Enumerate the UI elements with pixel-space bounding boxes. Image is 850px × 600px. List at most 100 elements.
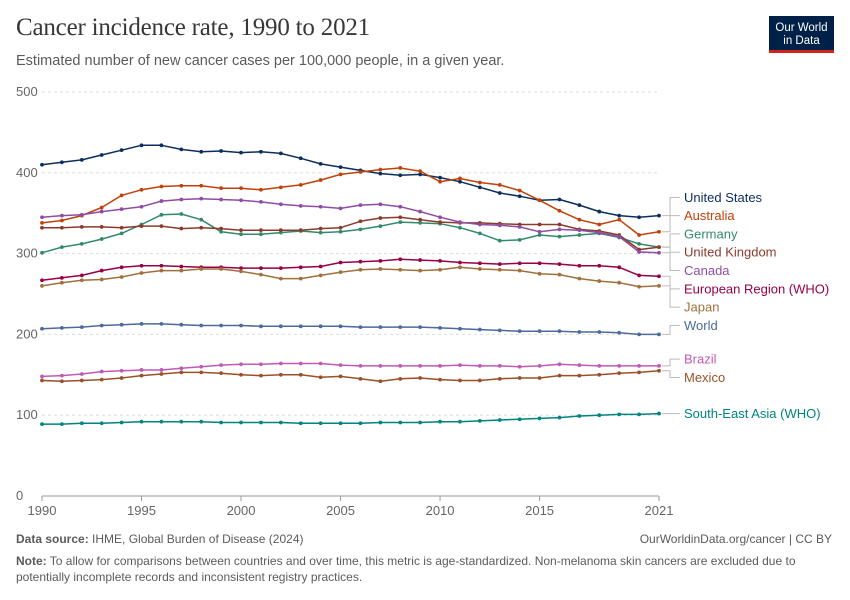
data-point: [278, 202, 283, 207]
data-point: [259, 199, 263, 204]
data-point: [139, 271, 144, 275]
data-point: [537, 222, 542, 227]
data-point: [338, 165, 343, 170]
data-point: [597, 222, 602, 227]
data-point: [40, 378, 44, 383]
data-point: [657, 250, 661, 255]
data-point: [537, 271, 542, 276]
data-point: [497, 262, 502, 267]
data-point: [637, 250, 641, 254]
data-point: [239, 150, 243, 155]
data-point: [418, 172, 423, 177]
data-point: [239, 372, 243, 377]
data-point: [298, 265, 303, 270]
owid-logo[interactable]: Our World in Data: [769, 16, 834, 53]
data-point: [378, 364, 383, 368]
data-point: [657, 284, 661, 288]
x-tick-label: 2000: [227, 503, 256, 518]
chart-note: Note: To allow for comparisons between c…: [16, 554, 826, 585]
y-tick-label: 0: [16, 488, 23, 503]
data-point: [338, 260, 343, 265]
data-point: [259, 373, 263, 378]
data-point: [40, 284, 44, 288]
data-point: [159, 184, 164, 189]
data-point: [119, 225, 124, 230]
data-point: [119, 148, 124, 153]
data-point: [278, 372, 283, 377]
series-mexico: [40, 368, 661, 384]
data-point: [477, 418, 482, 423]
credit-link[interactable]: OurWorldinData.org/cancer: [639, 532, 786, 546]
x-tick-label: 2005: [326, 503, 355, 518]
data-point: [358, 170, 363, 174]
label-connector: [662, 275, 680, 290]
data-point: [179, 322, 184, 327]
data-point: [99, 205, 104, 210]
series-label: European Region (WHO): [684, 281, 829, 296]
data-point: [219, 226, 224, 231]
data-point: [298, 361, 303, 366]
data-point: [497, 183, 502, 187]
data-point: [159, 419, 164, 424]
data-point: [239, 323, 243, 328]
data-point: [597, 364, 602, 368]
data-point: [418, 268, 423, 273]
series-line: [42, 216, 660, 251]
data-point: [199, 370, 204, 375]
y-tick-label: 500: [16, 84, 38, 99]
data-point: [577, 203, 582, 208]
data-point: [179, 197, 184, 202]
data-point: [139, 187, 144, 192]
data-point: [79, 421, 84, 426]
series-line: [41, 213, 660, 254]
data-point: [557, 234, 562, 239]
data-point: [259, 324, 263, 329]
label-south-east-asia-who: South-East Asia (WHO): [662, 406, 821, 421]
data-point: [40, 220, 44, 225]
data-point: [278, 324, 283, 329]
data-point: [458, 419, 462, 424]
data-point: [40, 374, 44, 379]
data-point: [418, 258, 423, 262]
data-point: [438, 179, 442, 184]
data-point: [318, 361, 323, 366]
data-point: [597, 372, 602, 377]
data-point: [398, 204, 403, 209]
data-point: [278, 185, 283, 190]
data-point: [577, 414, 582, 418]
data-point: [617, 364, 622, 368]
data-point: [517, 417, 522, 422]
series-line: [41, 258, 660, 282]
data-point: [378, 379, 383, 384]
data-point: [477, 180, 482, 185]
data-point: [438, 419, 442, 424]
label-connector: [662, 324, 680, 335]
data-point: [259, 187, 263, 192]
data-point: [557, 197, 562, 202]
data-point: [60, 213, 64, 218]
data-point: [458, 260, 462, 265]
data-point: [338, 206, 343, 211]
data-point: [139, 368, 144, 372]
data-point: [398, 325, 403, 330]
data-point: [497, 376, 502, 381]
y-tick-label: 100: [16, 407, 38, 422]
label-world: World: [662, 318, 718, 335]
data-point: [298, 183, 303, 187]
series-canada: [40, 196, 661, 255]
data-point: [278, 228, 283, 233]
data-point: [318, 421, 323, 426]
data-point: [477, 327, 482, 332]
data-point: [557, 208, 562, 213]
y-gridlines: [42, 91, 659, 416]
data-point: [60, 225, 64, 230]
data-point: [617, 412, 622, 417]
data-point: [199, 267, 204, 271]
data-point: [438, 326, 442, 330]
data-point: [179, 419, 184, 424]
data-point: [79, 242, 84, 246]
data-point: [60, 379, 64, 384]
data-point: [418, 217, 423, 222]
data-point: [458, 176, 462, 181]
data-point: [298, 324, 303, 329]
